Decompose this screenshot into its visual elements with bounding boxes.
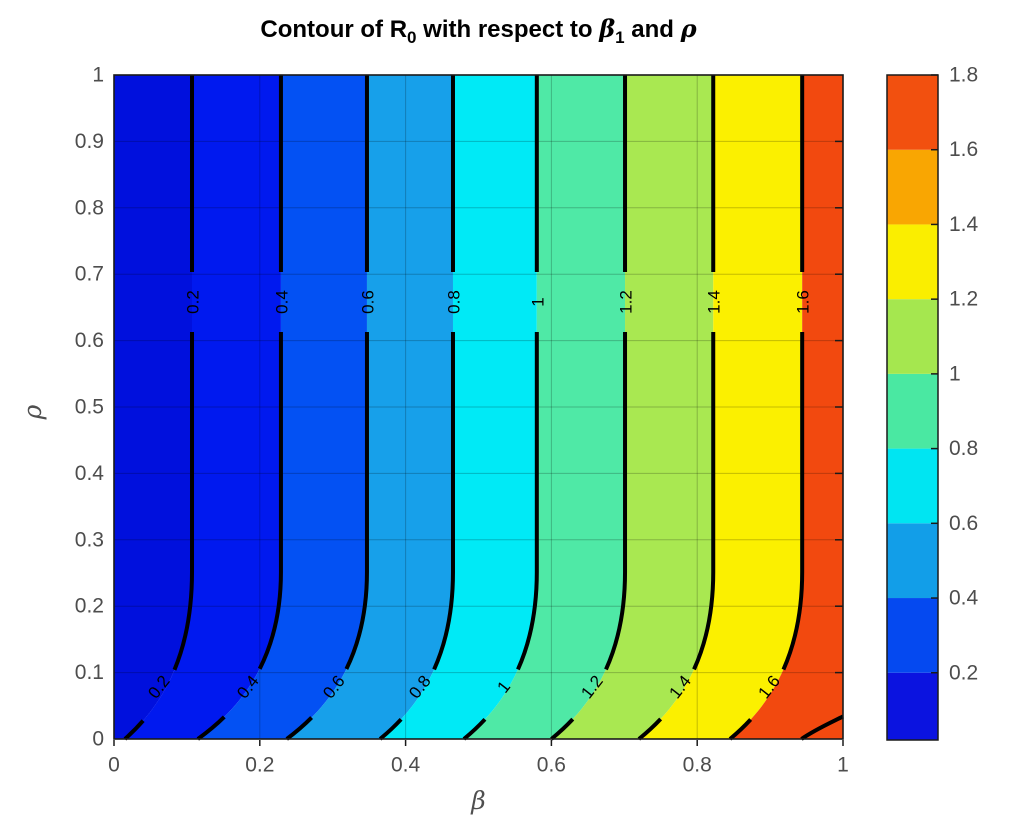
contour-line: [462, 75, 539, 741]
y-tick-label: 0.2: [75, 595, 104, 618]
y-tick-label: 0.9: [75, 130, 104, 153]
colorbar-band: [887, 75, 938, 150]
y-tick-label: 0.4: [75, 462, 105, 485]
x-tick-label: 0: [108, 753, 120, 776]
x-tick-label: 0.8: [683, 753, 712, 776]
x-axis-label: β: [471, 786, 486, 815]
contour-line: [378, 75, 455, 741]
colorbar-band: [887, 448, 938, 524]
y-tick-label: 0.1: [75, 661, 104, 684]
title-text: and: [624, 16, 681, 43]
title-text: Contour of R: [260, 16, 408, 43]
colorbar-band: [887, 523, 938, 599]
contour-line: [550, 75, 628, 741]
contour-band: [463, 75, 626, 739]
x-tick-label: 0.6: [537, 753, 566, 776]
colorbar-band: [887, 598, 938, 673]
contour-band: [114, 75, 193, 739]
colorbar-tick-label: 1.2: [949, 288, 978, 311]
y-tick-label: 0.5: [75, 396, 104, 419]
contour-label-mid: 1: [528, 297, 547, 306]
rho-symbol: ρ: [680, 14, 697, 43]
chart-title: Contour of R0 with respect to β1 and ρ: [114, 14, 843, 48]
colorbar-band: [887, 672, 938, 740]
contour-band: [286, 75, 453, 739]
colorbar-band: [887, 224, 938, 300]
colorbar-tick-label: 0.8: [949, 437, 978, 460]
y-tick-label: 0.3: [75, 528, 104, 551]
contour-line: [196, 75, 283, 741]
colorbar-tick-label: 0.4: [949, 587, 979, 610]
x-tick-label: 0.4: [391, 753, 421, 776]
y-tick-label: 0.7: [75, 263, 104, 286]
x-tick-label: 0.2: [245, 753, 274, 776]
contour-label-mid: 1.2: [617, 290, 636, 314]
y-axis-label: ρ: [17, 404, 47, 420]
colorbar-tick-label: 1: [949, 362, 961, 385]
colorbar-tick-label: 0.6: [949, 512, 978, 535]
contour-line: [728, 75, 805, 741]
colorbar-tick-label: 0.2: [949, 661, 978, 684]
title-subscript-1: 1: [615, 28, 625, 47]
beta-symbol: β: [599, 14, 616, 43]
colorbar-tick-label: 1.8: [949, 64, 978, 87]
colorbar-band: [887, 149, 938, 225]
colorbar-frame: [886, 74, 939, 741]
contour-band: [551, 75, 714, 739]
title-text: with respect to: [416, 16, 600, 43]
contour-label-mid: 0.2: [184, 290, 203, 314]
contour-label-mid: 1.4: [705, 290, 724, 314]
contour-label-mid: 1.6: [794, 290, 813, 314]
contour-line-extra: [800, 714, 844, 741]
y-tick-label: 0.6: [75, 329, 104, 352]
colorbar-tick-label: 1.6: [949, 138, 978, 161]
x-tick-label: 1: [837, 753, 849, 776]
y-tick-label: 1: [92, 64, 104, 87]
colorbar-tick-label: 1.4: [949, 213, 979, 236]
contour-line: [123, 75, 195, 741]
colorbar-band: [887, 373, 938, 449]
contour-label-mid: 0.8: [444, 290, 463, 314]
contour-band: [124, 75, 281, 739]
title-subscript-0: 0: [407, 28, 417, 47]
contour-line: [637, 75, 716, 741]
contour-band: [730, 75, 843, 739]
colorbar-band: [887, 299, 938, 374]
contour-band: [380, 75, 537, 739]
y-tick-label: 0.8: [75, 196, 104, 219]
y-tick-label: 0: [92, 728, 104, 751]
contour-line: [285, 75, 369, 741]
contour-label-mid: 0.4: [272, 290, 291, 314]
contour-band: [638, 75, 803, 739]
contour-label-mid: 0.6: [358, 290, 377, 314]
